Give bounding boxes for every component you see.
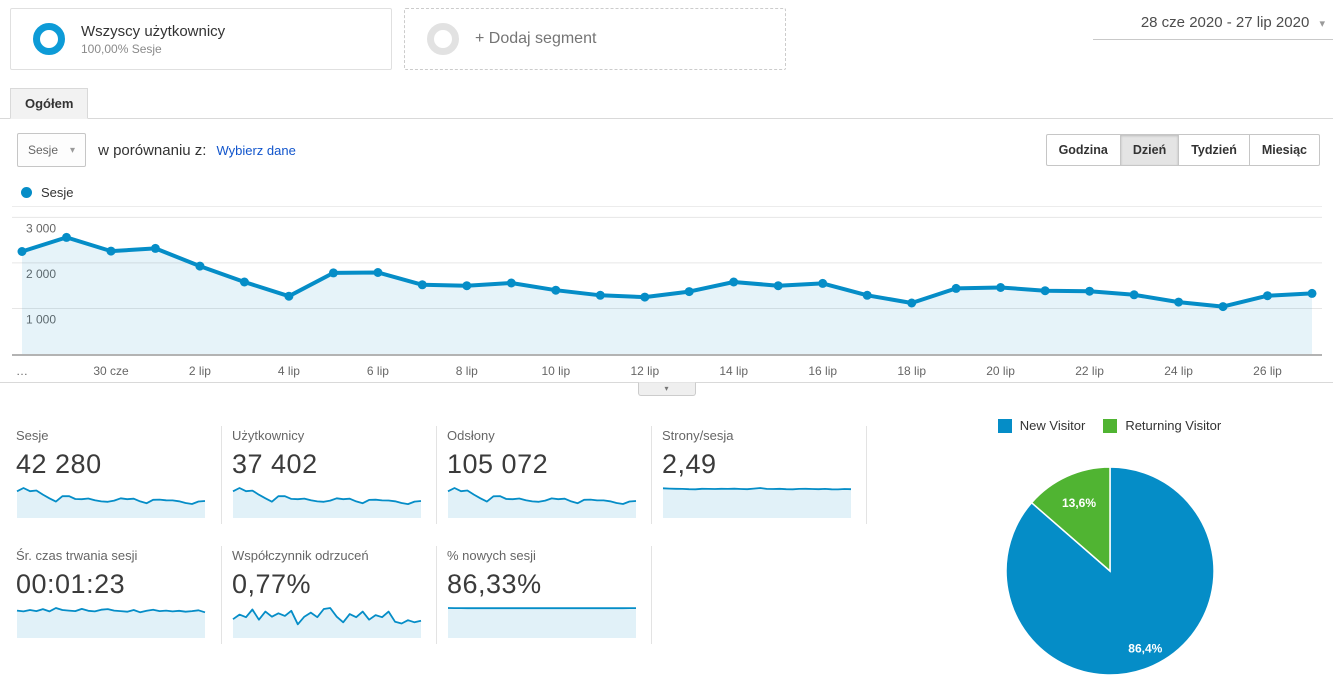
pie-legend-new-visitor: New Visitor (997, 418, 1086, 433)
granularity-button-group: Godzina Dzień Tydzień Miesiąc (1045, 134, 1320, 166)
metrics-panel: Sesje 42 280 Użytkownicy 37 402 Odsłony … (0, 412, 886, 687)
granularity-week-button[interactable]: Tydzień (1179, 134, 1250, 166)
svg-text:12 lip: 12 lip (630, 364, 659, 378)
metric-card-avg-session-duration: Śr. czas trwania sesji 00:01:23 (16, 546, 222, 644)
svg-text:…: … (16, 364, 28, 378)
select-data-link[interactable]: Wybierz dane (216, 142, 296, 158)
visitor-type-panel: New Visitor Returning Visitor 86,4% 13,6% (886, 412, 1333, 687)
caret-down-icon: ▾ (664, 384, 669, 393)
metric-card-bounce-rate: Współczynnik odrzuceń 0,77% (222, 546, 437, 644)
svg-text:4 lip: 4 lip (278, 364, 300, 378)
chevron-down-icon: ▾ (1319, 18, 1325, 30)
metric-label: Strony/sesja (662, 428, 734, 443)
sessions-timeseries-svg: 1 000 2 000 3 000 … 30 cze 2 lip 4 lip 6 lip 8 l… (12, 206, 1322, 378)
svg-text:16 lip: 16 lip (808, 364, 837, 378)
new-visitor-swatch-icon (997, 418, 1012, 433)
pages-per-session-sparkline (662, 487, 852, 518)
metric-value: 00:01:23 (16, 569, 126, 599)
metric-value: 2,49 (662, 449, 717, 479)
chart-expander-button[interactable]: ▾ (637, 382, 696, 396)
metric-label: % nowych sesji (447, 548, 536, 563)
tab-bar: Ogółem (0, 87, 1333, 119)
date-range-selector[interactable]: 28 cze 2020 - 27 lip 2020 ▾ (1093, 8, 1333, 40)
svg-text:13,6%: 13,6% (1061, 496, 1095, 510)
svg-text:30 cze: 30 cze (93, 364, 129, 378)
pie-legend-returning-visitor: Returning Visitor (1103, 418, 1221, 433)
metric-label: Śr. czas trwania sesji (16, 548, 138, 563)
pie-legend-label: New Visitor (1019, 418, 1086, 433)
add-segment-card[interactable]: + Dodaj segment (404, 8, 786, 70)
add-segment-label: + Dodaj segment (475, 30, 597, 47)
users-sparkline (232, 487, 422, 518)
timeseries-legend-label: Sesje (41, 185, 74, 200)
metric-card-users: Użytkownicy 37 402 (222, 426, 437, 524)
pie-legend-label: Returning Visitor (1125, 418, 1222, 433)
add-segment-ring-icon (427, 23, 459, 55)
sessions-legend-dot-icon (21, 187, 32, 198)
date-range-text: 28 cze 2020 - 27 lip 2020 (1140, 14, 1310, 31)
metric-row-1: Sesje 42 280 Użytkownicy 37 402 Odsłony … (16, 426, 886, 524)
segment-subtitle: 100,00% Sesje (81, 41, 162, 56)
metric-card-new-sessions: % nowych sesji 86,33% (437, 546, 652, 644)
svg-text:1 000: 1 000 (26, 313, 56, 327)
metric-value: 0,77% (232, 569, 312, 599)
metric-value: 42 280 (16, 449, 102, 479)
sessions-sparkline (16, 487, 206, 518)
metric-label: Użytkownicy (232, 428, 305, 443)
chart-footer-divider: ▾ (0, 382, 1333, 398)
granularity-month-button[interactable]: Miesiąc (1249, 134, 1320, 166)
metric-label: Sesje (16, 428, 49, 443)
granularity-hour-button[interactable]: Godzina (1045, 134, 1121, 166)
metric-label: Współczynnik odrzuceń (232, 548, 369, 563)
svg-text:6 lip: 6 lip (367, 364, 389, 378)
svg-text:86,4%: 86,4% (1128, 642, 1162, 656)
timeseries-legend: Sesje (21, 185, 1333, 200)
granularity-day-button[interactable]: Dzień (1120, 134, 1180, 166)
tab-overview[interactable]: Ogółem (10, 88, 89, 119)
bounce-rate-sparkline (232, 607, 422, 638)
svg-text:20 lip: 20 lip (986, 364, 1015, 378)
svg-text:8 lip: 8 lip (456, 364, 478, 378)
avg-duration-sparkline (16, 607, 206, 638)
svg-text:2 lip: 2 lip (189, 364, 211, 378)
pie-legend: New Visitor Returning Visitor (886, 418, 1333, 433)
compare-label: w porównaniu z: (98, 141, 207, 159)
metric-row-2: Śr. czas trwania sesji 00:01:23 Współczy… (16, 546, 886, 644)
visitor-pie-svg: 86,4% 13,6% (1004, 466, 1215, 676)
svg-text:22 lip: 22 lip (1075, 364, 1104, 378)
svg-text:2 000: 2 000 (26, 267, 56, 281)
metric-select[interactable]: Sesje ▾ (17, 133, 87, 167)
new-sessions-sparkline (447, 607, 636, 638)
metric-value: 37 402 (232, 449, 318, 479)
metric-value: 86,33% (447, 569, 542, 599)
svg-text:14 lip: 14 lip (719, 364, 748, 378)
svg-text:24 lip: 24 lip (1164, 364, 1193, 378)
segment-ring-icon (33, 23, 65, 55)
chart-toolbar: Sesje ▾ w porównaniu z: Wybierz dane God… (0, 119, 1333, 177)
header: Wszyscy użytkownicy 100,00% Sesje + Doda… (0, 0, 1333, 70)
metric-value: 105 072 (447, 449, 549, 479)
svg-text:18 lip: 18 lip (897, 364, 926, 378)
metric-card-sessions: Sesje 42 280 (16, 426, 222, 524)
svg-text:3 000: 3 000 (26, 221, 56, 235)
metric-card-pageviews: Odsłony 105 072 (437, 426, 652, 524)
svg-text:26 lip: 26 lip (1253, 364, 1282, 378)
segment-title: Wszyscy użytkownicy (81, 22, 226, 40)
returning-visitor-swatch-icon (1103, 418, 1118, 433)
chevron-down-icon: ▾ (70, 144, 76, 156)
summary-section: Sesje 42 280 Użytkownicy 37 402 Odsłony … (0, 412, 1333, 687)
metric-select-value: Sesje (28, 143, 59, 157)
metric-label: Odsłony (447, 428, 495, 443)
segment-all-users-card[interactable]: Wszyscy użytkownicy 100,00% Sesje (10, 8, 392, 70)
pageviews-sparkline (447, 487, 637, 518)
metric-card-pages-per-session: Strony/sesja 2,49 (652, 426, 867, 524)
svg-text:10 lip: 10 lip (541, 364, 570, 378)
